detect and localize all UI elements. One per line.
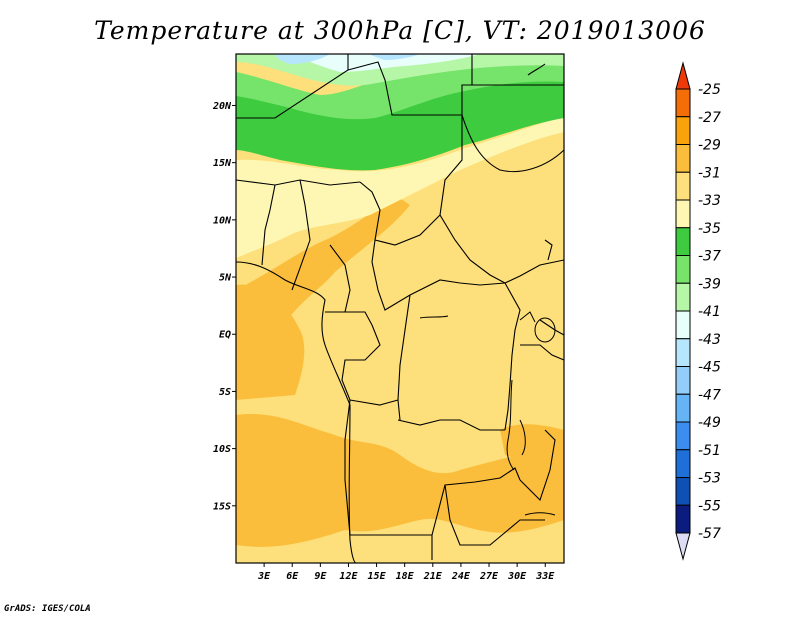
temperature-field — [236, 54, 564, 563]
colorbar-label: -57 — [698, 526, 721, 542]
colorbar-label: -39 — [698, 276, 721, 292]
lon-tick-label: 3E — [257, 571, 271, 582]
map-title: Temperature at 300hPa [C], VT: 201901300… — [94, 16, 706, 45]
lat-tick-label: 15N — [213, 158, 232, 169]
colorbar-segment — [675, 449, 691, 478]
map-frame — [235, 53, 565, 564]
colorbar-label: -53 — [698, 471, 721, 487]
colorbar-segment — [675, 144, 691, 173]
colorbar-segment — [675, 227, 691, 256]
colorbar-label: -27 — [698, 110, 721, 126]
colorbar-label: -45 — [698, 360, 721, 376]
colorbar-segment — [675, 199, 691, 229]
lon-tick-label: 6E — [286, 571, 299, 582]
colorbar-segment — [675, 421, 691, 451]
colorbar-label: -51 — [698, 443, 721, 459]
colorbar-segment — [675, 255, 691, 284]
lon-tick-label: 21E — [423, 571, 443, 582]
colorbar-label: -35 — [698, 221, 721, 237]
lon-tick-label: 33E — [535, 571, 555, 582]
coastline — [235, 114, 565, 564]
colorbar-label: -41 — [698, 304, 721, 320]
colorbar-segment — [675, 477, 691, 506]
lon-tick-label: 15E — [368, 571, 387, 582]
lat-tick-label: 5N — [219, 273, 232, 284]
colorbar-segment — [675, 171, 691, 201]
colorbar-segment — [675, 532, 691, 561]
colorbar-segment — [675, 282, 691, 312]
colorbar-label: -31 — [698, 165, 721, 181]
colorbar-label: -25 — [698, 82, 721, 98]
colorbar-segment — [675, 504, 691, 534]
colorbar-label: -33 — [698, 193, 721, 209]
lat-tick-label: 10S — [213, 444, 231, 455]
lon-tick-label: 9E — [314, 571, 327, 582]
colorbar-label: -49 — [698, 415, 721, 431]
lon-tick-label: 12E — [339, 571, 358, 582]
colorbar-segment — [675, 116, 691, 145]
grads-credit: GrADS: IGES/COLA — [4, 604, 91, 614]
country-borders — [235, 54, 565, 560]
colorbar-segment — [675, 88, 691, 118]
colorbar-segment — [675, 393, 691, 423]
colorbar-segment — [675, 366, 691, 395]
colorbar-label: -47 — [698, 387, 721, 403]
lat-tick-label: 15S — [213, 501, 231, 512]
colorbar-segment — [675, 338, 691, 367]
colorbar-label: -37 — [698, 249, 721, 265]
lon-tick-label: 27E — [479, 571, 499, 582]
colorbar-segment — [675, 310, 691, 340]
lat-tick-label: 10N — [213, 215, 232, 226]
longitude-axis: 3E 6E 9E 12E 15E 18E 21E 24E 27E 30E 33E — [257, 563, 555, 582]
lat-tick-label: EQ — [219, 330, 231, 341]
colorbar-segment — [675, 61, 691, 90]
lon-tick-label: 18E — [396, 571, 415, 582]
colorbar-label: -55 — [698, 498, 721, 514]
colorbar-label: -43 — [698, 332, 721, 348]
colorbar-label: -29 — [698, 138, 721, 154]
colorbar-legend: -25 -27 -29 -31 -33 -35 -37 -39 -41 -43 -45 -47 -49 -… — [675, 61, 721, 561]
lakes — [419, 311, 556, 516]
lat-tick-label: 20N — [212, 101, 232, 112]
lon-tick-label: 30E — [507, 571, 527, 582]
lat-tick-label: 5S — [219, 387, 231, 398]
latitude-axis: 20N 15N 10N 5N EQ 5S 10S 15S — [212, 101, 236, 512]
lon-tick-label: 24E — [451, 571, 471, 582]
